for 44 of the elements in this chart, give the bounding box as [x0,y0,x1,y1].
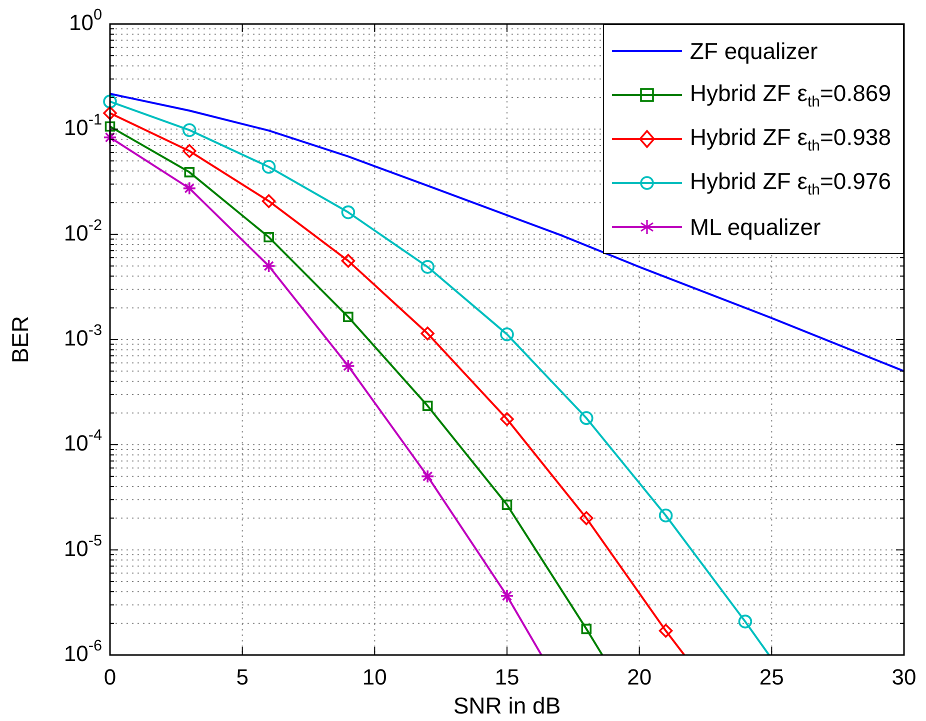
legend-label: ZF equalizer [690,38,818,64]
point [580,511,594,526]
x-axis-title: SNR in dB [453,692,561,719]
point [500,412,514,426]
legend-label: Hybrid ZF ε$_{th}$=0.869 [690,80,891,110]
point [738,614,752,628]
x-tick-label: 30 [892,664,916,690]
point [502,500,512,510]
point [420,260,434,274]
x-tick-label: 20 [627,664,652,690]
point [104,121,116,132]
point [500,327,514,342]
x-tick-label: 15 [494,664,520,690]
point [264,232,274,242]
point [262,194,276,208]
point [500,588,514,603]
point [422,400,433,411]
point [182,181,196,196]
point [420,469,434,484]
point [343,312,354,322]
x-tick-label: 5 [236,664,248,690]
x-tick-label: 0 [104,664,116,690]
x-tick-label: 10 [362,664,387,690]
point [658,624,673,638]
point [182,144,196,158]
point [580,411,594,425]
point [341,205,356,220]
point [184,167,195,178]
point [262,160,276,174]
legend-label: ML equalizer [690,214,821,240]
point [341,254,356,268]
legend-label: Hybrid ZF ε$_{th}$=0.938 [690,124,891,154]
point [103,94,117,108]
legend-label: Hybrid ZF ε$_{th}$=0.976 [690,168,891,198]
y-axis-title: BER [7,316,34,364]
x-tick-label: 25 [759,664,784,690]
point [103,130,117,144]
point [103,106,117,120]
point [341,359,356,373]
point [658,508,673,522]
point [581,624,592,634]
point [182,123,196,137]
point [262,259,276,273]
point [420,326,434,340]
